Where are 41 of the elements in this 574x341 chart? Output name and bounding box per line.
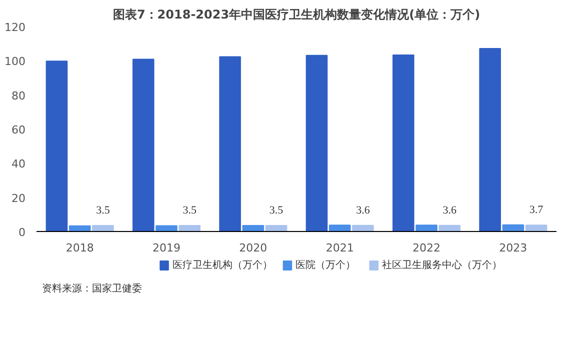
y-tick-label: 80: [12, 89, 26, 102]
x-tick-label: 2022: [412, 242, 441, 254]
data-label: 3.7: [529, 204, 544, 216]
bar: [479, 48, 501, 232]
data-label: 3.6: [442, 204, 457, 216]
bar: [219, 56, 241, 232]
y-tick-label: 100: [4, 55, 26, 68]
bar: [416, 224, 438, 232]
y-tick-label: 0: [18, 226, 26, 239]
bar: [242, 225, 264, 232]
bar: [352, 224, 374, 232]
bar: [438, 224, 461, 232]
y-tick-label: 40: [12, 158, 26, 171]
legend-label: 社区卫生服务中心（万个）: [382, 259, 502, 271]
legend-label: 医疗卫生机构（万个）: [172, 259, 273, 271]
bar: [156, 225, 178, 232]
bar: [46, 60, 68, 232]
bar: [392, 54, 414, 232]
x-tick-label: 2020: [239, 242, 268, 254]
bar: [502, 224, 524, 232]
data-label: 3.5: [269, 204, 284, 217]
bar: [92, 225, 114, 232]
chart-title: 图表7：2018-2023年中国医疗卫生机构数量变化情况(单位：万个): [112, 8, 480, 22]
bar: [525, 224, 548, 232]
bar: [306, 54, 328, 232]
x-tick-label: 2021: [326, 242, 354, 254]
data-label: 3.5: [182, 204, 197, 217]
x-tick-label: 2023: [499, 242, 528, 254]
text: 资料来源：国家卫健委: [42, 282, 142, 294]
x-tick-label: 2018: [66, 242, 94, 254]
bar: [132, 58, 154, 232]
y-tick-label: 120: [4, 21, 26, 34]
x-tick-label: 2019: [152, 242, 181, 254]
data-label: 3.5: [96, 204, 110, 217]
legend-label: 医院（万个）: [296, 259, 356, 271]
bar: [265, 225, 288, 232]
bar: [328, 224, 351, 232]
bar: [178, 225, 201, 232]
data-label: 3.6: [356, 204, 370, 216]
y-tick-label: 60: [12, 124, 26, 136]
y-tick-label: 20: [12, 192, 26, 205]
